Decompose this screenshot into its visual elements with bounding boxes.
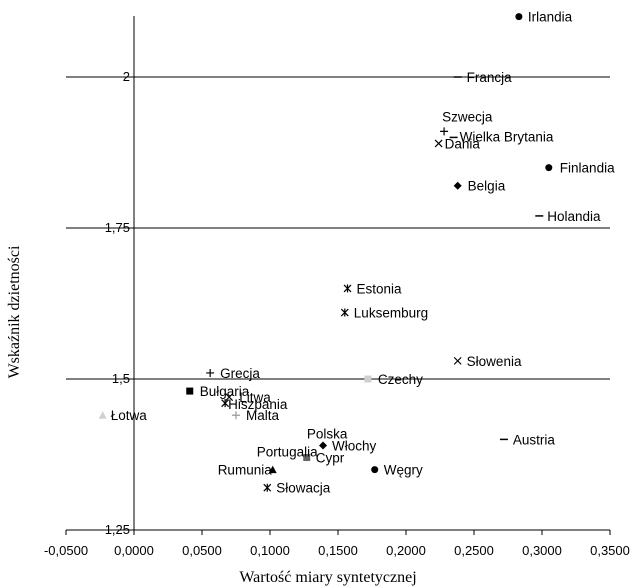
data-point bbox=[545, 164, 553, 172]
data-point bbox=[440, 127, 449, 136]
data-point bbox=[340, 308, 349, 317]
point-label: Cypr bbox=[316, 451, 345, 466]
x-tick-label: 0,3000 bbox=[522, 543, 562, 558]
point-label: Belgia bbox=[468, 179, 506, 194]
point-label: Portugalia bbox=[257, 444, 318, 459]
data-point bbox=[303, 454, 311, 462]
x-tick-label: 0,2500 bbox=[454, 543, 494, 558]
point-label: Francja bbox=[467, 70, 513, 85]
data-point bbox=[263, 483, 272, 492]
point-label: Wielka Brytania bbox=[460, 129, 554, 144]
point-label: Słowenia bbox=[467, 354, 522, 369]
data-point bbox=[371, 466, 379, 474]
point-label: Holandia bbox=[547, 209, 601, 224]
data-point bbox=[364, 375, 372, 383]
y-axis-title: Wskaźnik dzietności bbox=[6, 245, 23, 378]
data-point bbox=[453, 181, 462, 190]
point-label: Dania bbox=[445, 136, 481, 151]
point-label: Estonia bbox=[357, 281, 403, 296]
x-axis-title: Wartość miary syntetycznej bbox=[239, 569, 416, 586]
point-label: Rumunia bbox=[218, 463, 273, 478]
y-tick-label: 1,25 bbox=[105, 522, 130, 537]
point-label: Grecja bbox=[220, 366, 260, 381]
point-labels: Irlandia Francja Szwecja Wielka BrytaniaDan… bbox=[111, 10, 615, 496]
data-point bbox=[225, 393, 234, 402]
x-tick-label: 0,2000 bbox=[386, 543, 426, 558]
point-label: Polska bbox=[307, 426, 348, 441]
data-point bbox=[434, 139, 443, 148]
data-point bbox=[343, 284, 352, 293]
data-point bbox=[98, 411, 107, 419]
point-label: Węgry bbox=[384, 463, 423, 478]
x-tick-label: 0,0000 bbox=[114, 543, 154, 558]
point-label: Bułgaria bbox=[200, 384, 250, 399]
point-label: Szwecja bbox=[442, 109, 493, 124]
data-points bbox=[98, 13, 553, 492]
data-point bbox=[515, 13, 523, 21]
point-label: Hiszpania bbox=[228, 397, 288, 412]
data-point bbox=[232, 411, 240, 420]
x-tick-label: 0,1500 bbox=[318, 543, 358, 558]
tick-labels: 1,25 1,5 1,75 2 -0,0500 0,0000 0,0500 0,1000 0,1… bbox=[44, 69, 630, 558]
x-tick-label: 0,0500 bbox=[182, 543, 222, 558]
x-tick-label: -0,0500 bbox=[44, 543, 88, 558]
point-label: Włochy bbox=[332, 438, 377, 453]
data-point bbox=[268, 465, 277, 474]
y-tick-label: 2 bbox=[123, 69, 130, 84]
data-point bbox=[186, 387, 194, 395]
x-tick-label: 0,3500 bbox=[590, 543, 630, 558]
point-label: Litwa bbox=[239, 390, 271, 405]
point-label: Czechy bbox=[378, 372, 423, 387]
x-tick-label: 0,1000 bbox=[250, 543, 290, 558]
y-tick-label: 1,75 bbox=[105, 220, 130, 235]
data-point bbox=[319, 441, 328, 450]
point-label: Malta bbox=[246, 408, 280, 423]
data-point bbox=[206, 368, 215, 377]
point-label: Austria bbox=[513, 432, 556, 447]
axes bbox=[65, 16, 611, 535]
point-label: Luksemburg bbox=[354, 306, 428, 321]
point-label: Łotwa bbox=[111, 408, 148, 423]
y-tick-label: 1,5 bbox=[112, 371, 130, 386]
point-label: Irlandia bbox=[528, 10, 573, 25]
point-label: Finlandia bbox=[560, 161, 615, 176]
data-point bbox=[453, 356, 462, 365]
data-point bbox=[221, 399, 230, 408]
point-label: Słowacja bbox=[276, 481, 331, 496]
